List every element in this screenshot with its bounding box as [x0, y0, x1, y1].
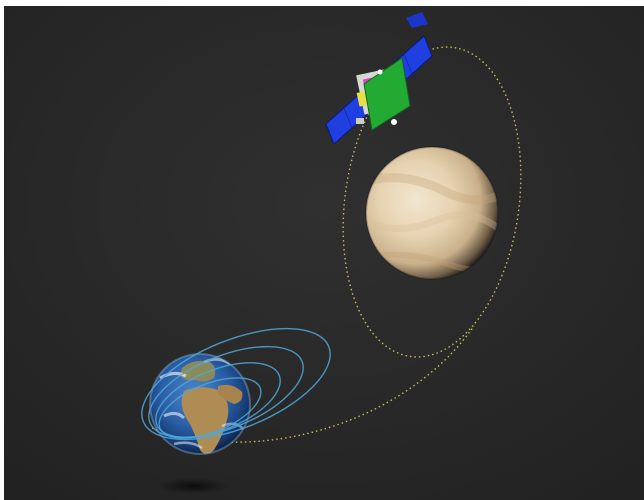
- earth-shadow: [158, 478, 230, 494]
- space-background: [4, 6, 644, 500]
- earth-orbit-rings: [141, 327, 331, 441]
- venus-planet: [365, 146, 499, 280]
- space-scene: [4, 6, 644, 500]
- scene-illustration: [4, 6, 644, 500]
- venus-orbit-path: [151, 46, 522, 443]
- satellite-with-solar-panels: [325, 12, 433, 145]
